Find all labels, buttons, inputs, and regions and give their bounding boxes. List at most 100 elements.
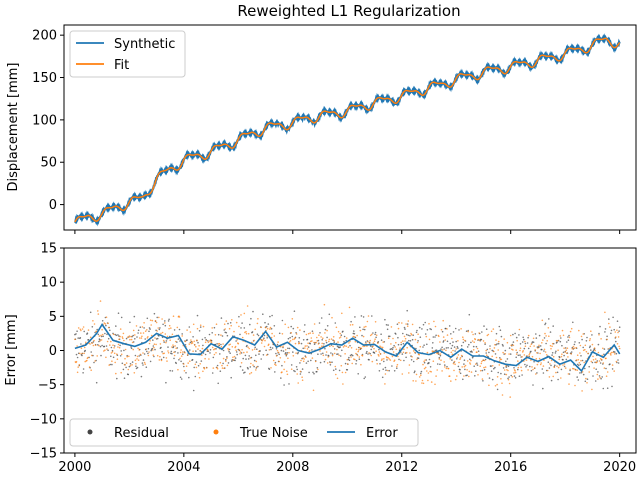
scatter-point-residual xyxy=(343,340,345,343)
scatter-point-residual xyxy=(76,356,79,359)
scatter-point-residual xyxy=(504,349,507,352)
scatter-point-true-noise xyxy=(172,344,174,346)
scatter-point-residual xyxy=(410,359,413,361)
scatter-point-true-noise xyxy=(354,340,357,343)
scatter-point-true-noise xyxy=(453,360,456,363)
scatter-point-true-noise xyxy=(463,375,465,377)
scatter-point-residual xyxy=(216,343,218,345)
scatter-point-true-noise xyxy=(196,327,199,330)
scatter-point-true-noise xyxy=(351,362,354,365)
scatter-point-residual xyxy=(153,312,156,315)
scatter-point-true-noise xyxy=(503,369,506,371)
scatter-point-true-noise xyxy=(484,342,486,344)
scatter-point-true-noise xyxy=(370,354,373,357)
scatter-point-true-noise xyxy=(578,362,581,364)
scatter-point-true-noise xyxy=(572,345,575,348)
scatter-point-true-noise xyxy=(79,352,81,355)
scatter-point-true-noise xyxy=(594,358,597,360)
scatter-point-true-noise xyxy=(156,354,159,357)
scatter-point-residual xyxy=(466,346,469,348)
scatter-point-true-noise xyxy=(236,338,238,341)
scatter-point-true-noise xyxy=(507,378,510,381)
scatter-point-residual xyxy=(424,321,427,324)
scatter-point-residual xyxy=(105,345,108,347)
scatter-point-true-noise xyxy=(87,356,89,359)
scatter-point-residual xyxy=(468,313,471,316)
scatter-point-true-noise xyxy=(284,323,287,326)
scatter-point-true-noise xyxy=(183,363,185,365)
scatter-point-residual xyxy=(404,328,406,330)
scatter-point-true-noise xyxy=(430,371,433,373)
scatter-point-residual xyxy=(195,350,197,352)
scatter-point-residual xyxy=(125,366,127,369)
scatter-point-residual xyxy=(307,346,310,348)
scatter-point-true-noise xyxy=(438,358,441,360)
scatter-point-residual xyxy=(452,331,455,333)
bottom-ytick-label: 0 xyxy=(49,344,57,359)
scatter-point-true-noise xyxy=(117,346,119,348)
scatter-point-residual xyxy=(517,354,520,357)
scatter-point-residual xyxy=(179,376,182,379)
scatter-point-true-noise xyxy=(273,335,276,337)
scatter-point-true-noise xyxy=(427,379,429,382)
bottom-ytick-label: −15 xyxy=(30,447,57,462)
scatter-point-residual xyxy=(297,351,300,354)
scatter-point-residual xyxy=(412,360,415,363)
scatter-point-true-noise xyxy=(308,350,311,352)
scatter-point-true-noise xyxy=(337,341,339,343)
scatter-point-true-noise xyxy=(229,343,231,346)
scatter-point-true-noise xyxy=(402,351,405,354)
scatter-point-true-noise xyxy=(378,355,380,357)
scatter-point-true-noise xyxy=(557,349,559,352)
scatter-point-true-noise xyxy=(450,380,452,382)
scatter-point-residual xyxy=(329,364,332,366)
scatter-point-residual xyxy=(333,348,336,350)
scatter-point-true-noise xyxy=(338,354,340,357)
scatter-point-true-noise xyxy=(403,348,405,351)
scatter-point-true-noise xyxy=(130,338,133,341)
scatter-point-true-noise xyxy=(381,358,383,360)
scatter-point-residual xyxy=(430,328,433,331)
scatter-point-true-noise xyxy=(574,384,576,387)
scatter-point-true-noise xyxy=(146,329,148,331)
scatter-point-residual xyxy=(378,370,381,372)
scatter-point-residual xyxy=(423,344,425,347)
scatter-point-true-noise xyxy=(460,328,462,330)
scatter-point-residual xyxy=(585,340,588,342)
scatter-point-true-noise xyxy=(175,347,177,350)
scatter-point-residual xyxy=(389,335,391,338)
scatter-point-residual xyxy=(324,328,327,331)
scatter-point-residual xyxy=(605,367,607,370)
scatter-point-true-noise xyxy=(110,340,112,343)
scatter-point-true-noise xyxy=(527,334,530,337)
scatter-point-true-noise xyxy=(232,356,234,359)
scatter-point-true-noise xyxy=(507,369,509,372)
scatter-point-residual xyxy=(115,334,118,337)
scatter-point-residual xyxy=(384,318,386,321)
scatter-point-residual xyxy=(525,366,527,368)
scatter-point-residual xyxy=(541,368,544,370)
scatter-point-true-noise xyxy=(454,363,456,366)
scatter-point-residual xyxy=(407,334,410,337)
scatter-point-residual xyxy=(435,334,437,337)
scatter-point-true-noise xyxy=(560,355,563,358)
scatter-point-true-noise xyxy=(399,347,401,349)
scatter-point-residual xyxy=(512,333,514,336)
bottom-ytick-label: 5 xyxy=(49,310,57,325)
scatter-point-true-noise xyxy=(298,342,301,344)
scatter-point-true-noise xyxy=(367,341,369,343)
scatter-point-true-noise xyxy=(140,332,142,334)
scatter-point-true-noise xyxy=(495,356,498,359)
scatter-point-true-noise xyxy=(563,347,565,350)
scatter-point-true-noise xyxy=(184,351,186,354)
bottom-ylabel: Error [mm] xyxy=(4,314,19,385)
scatter-point-true-noise xyxy=(269,328,271,330)
scatter-point-residual xyxy=(357,373,360,375)
scatter-point-true-noise xyxy=(360,347,363,350)
scatter-point-true-noise xyxy=(592,355,594,358)
scatter-point-true-noise xyxy=(457,354,460,356)
scatter-point-residual xyxy=(282,350,285,352)
scatter-point-true-noise xyxy=(223,323,226,326)
scatter-point-true-noise xyxy=(126,336,129,339)
